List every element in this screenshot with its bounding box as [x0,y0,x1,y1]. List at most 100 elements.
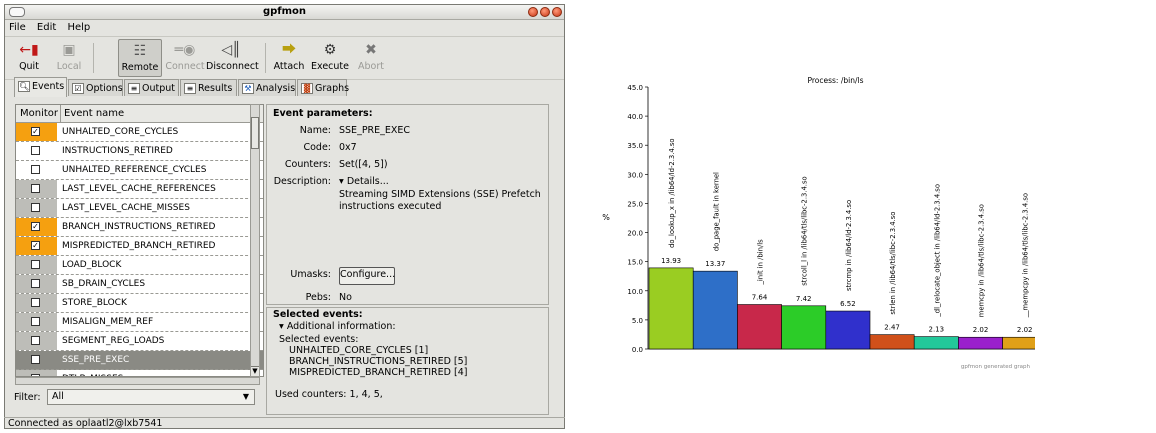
table-row[interactable]: STORE_BLOCK [16,294,263,313]
monitor-checkbox[interactable]: ✓ [31,127,40,136]
attach-button[interactable]: ⮕ Attach [271,39,307,77]
event-name: LAST_LEVEL_CACHE_REFERENCES [62,184,216,194]
unplug-icon: ◁║ [221,42,241,58]
table-row[interactable]: ✓ UNHALTED_CORE_CYCLES [16,123,263,142]
monitor-checkbox[interactable] [31,355,40,364]
monitor-checkbox[interactable] [31,184,40,193]
y-tick-label: 5.0 [632,317,643,325]
additional-info-expander[interactable]: ▾ Additional information: [279,321,396,332]
table-row[interactable]: SSE_PRE_EXEC [16,351,263,370]
window-menu-button[interactable] [9,7,25,17]
used-counters: Used counters: 1, 4, 5, [275,389,383,400]
bar-value-label: 2.02 [973,326,989,334]
table-row[interactable]: INSTRUCTIONS_RETIRED [16,142,263,161]
monitor-checkbox[interactable]: ✓ [31,222,40,231]
y-tick-label: 45.0 [627,84,643,92]
network-icon: ☷ [133,43,147,59]
table-row[interactable]: MISALIGN_MEM_REF [16,313,263,332]
table-row[interactable]: LAST_LEVEL_CACHE_MISSES [16,199,263,218]
status-bar: Connected as oplaatl2@lxb7541 [4,417,565,429]
menu-help[interactable]: Help [67,22,91,33]
maximize-button[interactable] [540,7,550,17]
toolbar-separator [265,43,266,73]
monitor-checkbox[interactable] [31,336,40,345]
abort-button[interactable]: ✖ Abort [355,39,387,77]
expander-arrow-icon: ▾ [279,321,284,332]
monitor-checkbox[interactable] [31,298,40,307]
table-header: Monitor Event name [16,105,263,123]
bar [1002,336,1035,350]
monitor-cell: ✓ [16,123,57,141]
monitor-cell [16,332,57,350]
counters-value: Set([4, 5]) [339,159,388,170]
filter-select[interactable]: All ▼ [47,389,255,405]
disconnect-button[interactable]: ◁║ Disconnect [206,39,259,77]
tab-results[interactable]: ≡ Results [180,79,237,96]
table-row[interactable]: SB_DRAIN_CYCLES [16,275,263,294]
bar-value-label: 7.64 [752,294,768,302]
table-row[interactable]: ✓ MISPREDICTED_BRANCH_RETIRED [16,237,263,256]
monitor-checkbox[interactable] [31,165,40,174]
umasks-label: Umasks: [290,269,331,280]
bar-value-label: 13.37 [705,260,725,268]
table-row[interactable]: LOAD_BLOCK [16,256,263,275]
scrollbar-thumb[interactable] [251,117,259,149]
event-name: SSE_PRE_EXEC [62,355,130,365]
tab-options[interactable]: ☑ Options [68,79,123,96]
counters-label: Counters: [284,159,331,170]
quit-label: Quit [19,61,39,72]
minimize-button[interactable] [528,7,538,17]
connect-button[interactable]: ═◉ Connect [164,39,206,77]
bar [913,336,959,350]
scroll-down-arrow-icon[interactable]: ▼ [251,366,259,376]
quit-icon: ←▮ [19,42,39,58]
close-button[interactable] [552,7,562,17]
y-tick-label: 40.0 [627,113,643,121]
disconnect-label: Disconnect [206,61,259,72]
monitor-checkbox[interactable]: ✓ [31,241,40,250]
horizontal-scrollbar[interactable] [15,377,260,385]
bar-value-label: 2.13 [929,326,945,334]
monitor-cell [16,313,57,331]
tab-analysis[interactable]: ⚒ Analysis [238,79,296,96]
table-row[interactable]: LAST_LEVEL_CACHE_REFERENCES [16,180,263,199]
table-row[interactable]: ✓ BRANCH_INSTRUCTIONS_RETIRED [16,218,263,237]
execute-button[interactable]: ⚙ Execute [310,39,350,77]
name-label: Name: [299,125,331,136]
remote-button[interactable]: ☷ Remote [118,39,162,77]
monitor-checkbox[interactable] [31,260,40,269]
table-row[interactable]: DTLB_MISSES [16,370,263,376]
monitor-checkbox[interactable] [31,203,40,212]
bar-category-label: _dl_relocate_object in /lib64/ld-2.3.4.s… [933,184,941,318]
tab-graphs[interactable]: ▓ Graphs [297,79,349,96]
monitor-cell [16,180,57,198]
y-tick-label: 25.0 [627,200,643,208]
menu-edit[interactable]: Edit [36,22,57,33]
monitor-cell [16,351,57,369]
quit-button[interactable]: ←▮ Quit [11,39,47,77]
selected-event-item: UNHALTED_CORE_CYCLES [1] [289,345,429,356]
tab-output[interactable]: ≡ Output [124,79,179,96]
gears-icon: ⚙ [323,42,337,58]
monitor-checkbox[interactable] [31,146,40,155]
monitor-checkbox[interactable] [31,317,40,326]
title-bar: gpfmon [5,5,564,20]
bar-value-label: 2.47 [884,324,900,332]
monitor-cell [16,199,57,217]
bar-category-label: do_lookup_x in /lib64/ld-2.3.4.so [668,138,676,248]
column-header-monitor[interactable]: Monitor [20,108,59,119]
details-expander[interactable]: ▾ Details... [339,176,389,187]
y-axis-label: % [602,213,610,222]
menu-file[interactable]: File [9,22,26,33]
configure-button[interactable]: Configure... [339,267,395,285]
code-label: Code: [303,142,331,153]
table-row[interactable]: SEGMENT_REG_LOADS [16,332,263,351]
column-header-event-name[interactable]: Event name [64,108,125,119]
table-row[interactable]: UNHALTED_REFERENCE_CYCLES [16,161,263,180]
y-tick-label: 0.0 [632,346,643,354]
vertical-scrollbar[interactable]: ▼ [250,104,260,377]
monitor-checkbox[interactable] [31,279,40,288]
local-button[interactable]: ▣ Local [51,39,87,77]
tab-events[interactable]: 🔍︎ Events [14,77,67,97]
monitor-checkbox[interactable] [31,374,40,376]
